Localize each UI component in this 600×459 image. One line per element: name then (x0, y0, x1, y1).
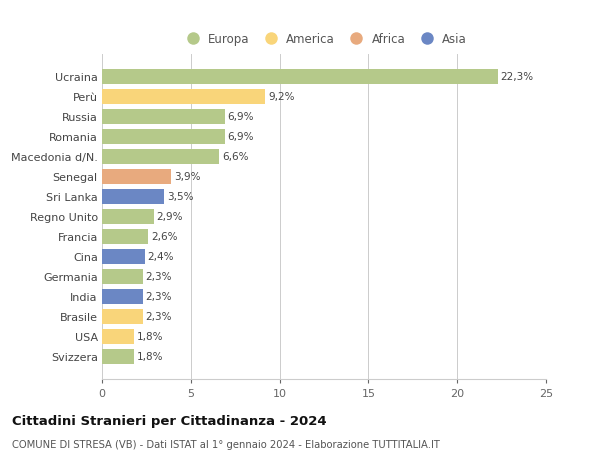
Text: Cittadini Stranieri per Cittadinanza - 2024: Cittadini Stranieri per Cittadinanza - 2… (12, 414, 326, 428)
Text: 9,2%: 9,2% (268, 92, 295, 102)
Bar (102, 349, 134, 364)
Text: 22,3%: 22,3% (501, 72, 534, 82)
Legend: Europa, America, Africa, Asia: Europa, America, Africa, Asia (176, 28, 472, 51)
Text: 2,3%: 2,3% (146, 312, 172, 322)
Bar (102, 90, 265, 105)
Bar (102, 230, 148, 244)
Bar (102, 269, 143, 284)
Text: COMUNE DI STRESA (VB) - Dati ISTAT al 1° gennaio 2024 - Elaborazione TUTTITALIA.: COMUNE DI STRESA (VB) - Dati ISTAT al 1°… (12, 440, 440, 449)
Bar (102, 150, 219, 164)
Text: 3,9%: 3,9% (174, 172, 200, 182)
Bar (102, 289, 143, 304)
Text: 2,6%: 2,6% (151, 232, 178, 242)
Bar (102, 190, 164, 204)
Text: 1,8%: 1,8% (137, 331, 163, 341)
Text: 2,3%: 2,3% (146, 291, 172, 302)
Text: 3,5%: 3,5% (167, 192, 193, 202)
Text: 2,3%: 2,3% (146, 272, 172, 282)
Text: 6,9%: 6,9% (227, 132, 254, 142)
Bar (102, 249, 145, 264)
Bar (102, 209, 154, 224)
Text: 6,9%: 6,9% (227, 112, 254, 122)
Bar (102, 70, 498, 85)
Text: 2,9%: 2,9% (156, 212, 182, 222)
Bar (102, 329, 134, 344)
Text: 2,4%: 2,4% (147, 252, 174, 262)
Text: 1,8%: 1,8% (137, 352, 163, 362)
Bar (102, 129, 224, 145)
Bar (102, 110, 224, 125)
Bar (102, 309, 143, 324)
Bar (102, 169, 171, 185)
Text: 6,6%: 6,6% (222, 152, 248, 162)
